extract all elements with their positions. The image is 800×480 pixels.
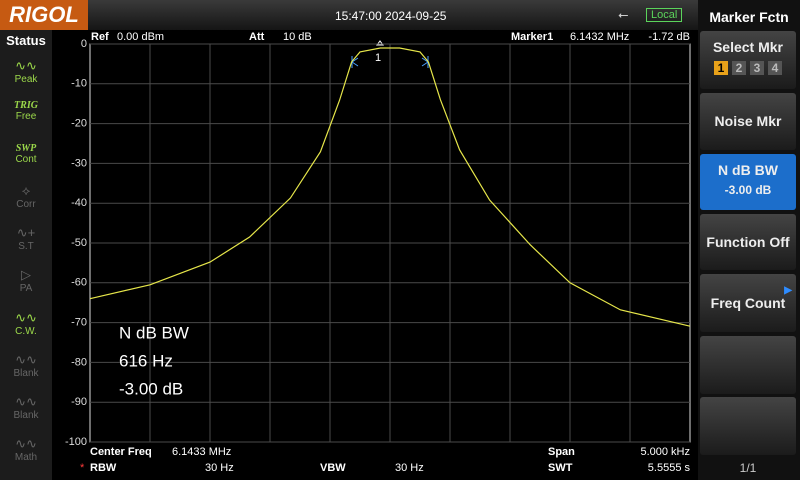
status-label: Free [15,111,37,122]
function-off-button[interactable]: Function Off [700,214,796,270]
trace [89,47,691,327]
button-label: N dB BW [718,162,778,178]
y-tick-label: -70 [71,317,87,329]
spectrum-chart: Ref 0.00 dBm Att 10 dB Marker1 6.1432 MH… [65,31,691,474]
ref-value: 0.00 dBm [117,31,164,43]
status-label: Blank [13,410,39,421]
swt-value: 5.5555 s [648,462,691,474]
att-label: Att [249,31,265,43]
menu-title: Marker Fctn [709,9,789,25]
rbw-value: 30 Hz [205,462,234,474]
y-tick-label: -50 [71,237,87,249]
status-title: Status [6,33,46,48]
swt-label: SWT [548,462,573,474]
y-tick-label: -30 [71,157,87,169]
center-freq-value: 6.1433 MHz [172,446,231,458]
status-title: TRIG [14,100,38,111]
marker-label: Marker1 [511,31,553,43]
status-label: C.W. [15,326,37,337]
status-item: ∿∿ Peak [14,58,38,85]
status-item: ⟡ Corr [16,183,36,210]
ndb-bw-button[interactable]: N dB BW -3.00 dB [700,154,796,210]
status-item: ∿∿ Blank [13,394,39,421]
marker-option[interactable]: 2 [732,61,746,75]
status-panel: Status ∿∿ Peak TRIG Free SWP Cont ⟡ Corr ∿+ S… [0,30,52,480]
status-label: Math [14,452,38,463]
y-tick-label: -60 [71,277,87,289]
ref-label: Ref [91,31,109,43]
status-item: SWP Cont [4,143,48,181]
span-value: 5.000 kHz [640,446,690,458]
brand: RIGOL [0,0,88,30]
marker-symbol [376,40,384,46]
status-item: ∿+ S.T [16,225,36,252]
marker-freq: 6.1432 MHz [570,31,629,43]
vbw-label: VBW [320,462,346,474]
y-tick-label: -90 [71,396,87,408]
remote-status: Local [646,8,683,22]
y-tick-label: -10 [71,78,87,90]
status-item: ∿∿ Blank [13,352,39,379]
y-tick-label: -80 [71,356,87,368]
y-tick-label: -20 [71,118,87,130]
rbw-flag: * [80,462,85,474]
button-label: Freq Count [710,295,786,311]
status-label: S.T [18,241,34,252]
span-label: Span [548,446,575,458]
top-bar: RIGOL 15:47:00 2024-09-25 ⭠ Local [0,0,698,30]
empty-button [700,397,796,455]
button-value: -3.00 dB [724,183,772,197]
empty-button [700,336,796,394]
annotation: N dB BW [119,323,189,342]
submenu-arrow: ▶ [784,285,792,296]
status-title: SWP [15,143,37,154]
vbw-value: 30 Hz [395,462,424,474]
freq-count-button[interactable]: Freq Count ▶ [700,274,796,332]
marker-option[interactable]: 1 [714,61,728,75]
marker-number: 1 [375,52,381,64]
status-item: ∿∿ C.W. [15,310,37,337]
annotation: 616 Hz [119,351,173,370]
usb-icon: ⭠ [618,7,629,22]
y-tick-label: 0 [81,38,87,50]
rbw-label: RBW [90,462,117,474]
marker-level: -1.72 dB [648,31,690,43]
y-tick-label: -100 [65,436,87,448]
status-label: Blank [13,368,39,379]
annotation: -3.00 dB [119,379,183,398]
status-item: TRIG Free [4,100,48,138]
status-label: Corr [16,199,36,210]
status-label: Peak [14,74,38,85]
y-tick-label: -40 [71,197,87,209]
button-label: Select Mkr [712,39,784,55]
status-item: ▷ PA [19,267,33,294]
att-value: 10 dB [283,31,312,43]
status-item: ∿∿ Math [14,436,38,463]
marker-option[interactable]: 4 [768,61,782,75]
noise-marker-button[interactable]: Noise Mkr [700,93,796,150]
status-label: PA [19,283,33,294]
menu-page: 1/1 [739,461,757,475]
center-freq-label: Center Freq [90,446,152,458]
status-label: Cont [15,154,37,165]
datetime: 15:47:00 2024-09-25 [335,9,447,23]
marker-option[interactable]: 3 [750,61,764,75]
